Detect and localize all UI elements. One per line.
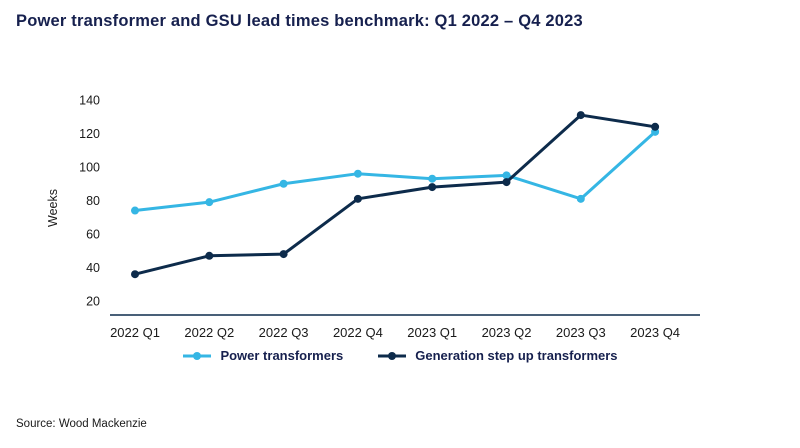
series-line-1 [133,113,657,276]
series-1-point-3 [353,194,362,203]
y-tick-label: 20 [86,295,100,309]
line-chart-svg: 20 40 60 80 100 120 140 Weeks 2022 Q1 2022 Q2 2022… [46,94,700,340]
y-tick-label: 40 [86,261,100,275]
series-1-point-0 [131,270,139,279]
series-0-point-6 [576,194,585,203]
legend-marker-power [183,351,212,360]
y-tick-label: 80 [86,194,100,208]
x-tick-label: 2023 Q4 [630,325,680,340]
series-1-point-2 [279,250,288,259]
line-chart: 20 40 60 80 100 120 140 Weeks 2022 Q1 2022 Q2 2022… [0,60,800,350]
series-0-point-2 [279,179,288,188]
legend-item-gsu-transformers: Generation step up transformers [377,348,618,363]
legend-item-power-transformers: Power transformers [182,348,343,363]
y-tick-label: 60 [86,228,100,242]
legend-marker-gsu [378,351,407,360]
y-tick-label: 120 [79,127,100,141]
series-0-point-4 [428,174,437,183]
legend-label-power-transformers: Power transformers [220,348,344,363]
series-1-point-7 [651,122,660,131]
legend-label-gsu-transformers: Generation step up transformers [415,348,618,363]
chart-legend: Power transformers Generation step up tr… [0,348,800,363]
series-line-0 [133,130,657,213]
x-tick-label: 2023 Q2 [482,325,532,340]
series-0-point-5 [502,171,511,180]
y-axis-label: Weeks [46,189,60,227]
series-1-point-1 [205,251,214,260]
series-0-point-0 [131,206,139,215]
chart-title: Power transformer and GSU lead times ben… [16,12,583,30]
y-tick-label: 100 [79,161,100,175]
x-tick-label: 2022 Q2 [184,325,234,340]
x-tick-label: 2022 Q4 [333,325,383,340]
series-0-point-1 [205,198,214,207]
series-0-point-3 [353,169,362,178]
x-tick-label: 2023 Q3 [556,325,606,340]
series-1-point-5 [502,178,511,187]
x-tick-label: 2022 Q3 [259,325,309,340]
x-tick-label: 2022 Q1 [110,325,160,340]
y-tick-label: 140 [79,94,100,108]
series-1-point-6 [576,111,585,120]
series-1-point-4 [428,183,437,192]
source-note: Source: Wood Mackenzie [16,418,147,430]
x-tick-label: 2023 Q1 [407,325,457,340]
